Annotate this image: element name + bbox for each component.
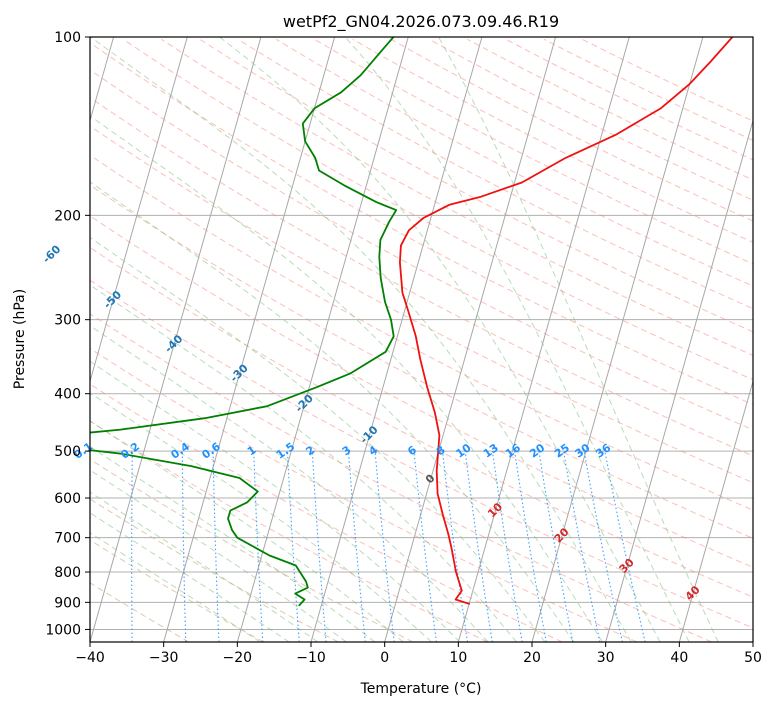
dry-adiabat	[90, 154, 753, 511]
moist-adiabat	[90, 469, 347, 642]
dry-adiabat	[275, 38, 753, 287]
moist-adiabat	[90, 37, 632, 642]
dewpoint-profile	[90, 37, 398, 607]
isotherm-line	[531, 37, 704, 642]
dry-adiabat	[199, 38, 753, 333]
y-tick-label: 700	[54, 531, 81, 547]
mixing-ratio-line	[563, 451, 601, 642]
moist-adiabat	[344, 37, 690, 642]
mixing-ratio-line	[491, 451, 523, 642]
y-tick-label: 400	[54, 387, 81, 403]
dry-adiabat	[122, 38, 753, 381]
x-tick-label: −10	[296, 650, 326, 666]
mixing-ratio-line	[464, 451, 493, 642]
isotherm-line	[236, 37, 409, 642]
y-tick-label: 200	[54, 208, 81, 224]
isotherm-line	[384, 37, 557, 642]
x-tick-label: 0	[380, 650, 389, 666]
x-tick-label: 10	[449, 650, 467, 666]
dry-adiabat	[352, 38, 753, 243]
dry-adiabat	[90, 215, 753, 568]
isotherm-line	[310, 37, 483, 642]
y-tick-label: 100	[54, 30, 81, 46]
moist-adiabat	[90, 284, 517, 642]
dry-adiabat	[90, 69, 753, 431]
moist-adiabat	[90, 181, 575, 642]
y-tick-label: 1000	[45, 622, 81, 638]
mixing-ratio-line	[604, 450, 646, 642]
mixing-ratio-line	[413, 451, 437, 642]
x-axis-label: Temperature (°C)	[360, 681, 482, 697]
chart-title: wetPf2_GN04.2026.073.09.46.R19	[283, 12, 559, 32]
dry-adiabat	[90, 279, 753, 629]
y-tick-label: 300	[54, 313, 81, 329]
dry-adiabat	[543, 38, 753, 141]
dry-adiabat	[390, 38, 753, 222]
isotherm-line	[90, 37, 262, 642]
moist-adiabat	[438, 37, 719, 642]
dry-adiabat	[90, 246, 753, 598]
dry-adiabat	[161, 38, 753, 356]
x-tick-label: −30	[149, 650, 179, 666]
y-tick-label: 600	[54, 491, 81, 507]
moist-adiabat	[219, 37, 661, 642]
isotherm-line	[163, 37, 336, 642]
temperature-profile	[399, 37, 734, 605]
dry-adiabat	[90, 96, 753, 457]
x-tick-label: 50	[744, 650, 762, 666]
isotherm-line	[457, 37, 630, 642]
mixing-ratio-line	[583, 451, 623, 642]
dry-adiabat	[428, 38, 753, 201]
mixing-ratio-line	[347, 451, 366, 642]
isotherm-line	[678, 379, 753, 642]
moist-adiabat	[90, 445, 376, 642]
moist-adiabat	[90, 392, 432, 642]
dry-adiabat	[90, 498, 339, 642]
dry-adiabat	[314, 38, 753, 265]
y-tick-label: 800	[54, 565, 81, 581]
mixing-ratio-line	[441, 451, 469, 642]
y-tick-label: 900	[54, 595, 81, 611]
plot-frame	[89, 36, 754, 643]
x-tick-label: −20	[223, 650, 253, 666]
dry-adiabat	[467, 38, 753, 181]
moist-adiabat	[90, 236, 546, 642]
isotherm-line	[90, 37, 188, 384]
moist-adiabat	[90, 360, 461, 642]
x-tick-label: 40	[670, 650, 688, 666]
dry-adiabat	[237, 38, 753, 310]
dry-adiabat	[90, 458, 414, 642]
dry-adiabat	[90, 42, 753, 406]
y-tick-label: 500	[54, 444, 81, 460]
moist-adiabat	[90, 420, 404, 642]
isotherm-line	[605, 118, 753, 642]
x-tick-label: −40	[75, 650, 105, 666]
moist-adiabat	[90, 115, 603, 642]
moist-adiabat	[90, 491, 319, 642]
x-tick-label: 20	[523, 650, 541, 666]
dry-adiabat	[90, 184, 753, 539]
mixing-ratio-line	[374, 451, 395, 642]
y-axis-label: Pressure (hPa)	[12, 289, 28, 389]
x-tick-label: 30	[597, 650, 615, 666]
mixing-ratio-line	[311, 451, 327, 642]
dry-adiabat	[90, 313, 712, 642]
dry-adiabat	[505, 38, 753, 161]
